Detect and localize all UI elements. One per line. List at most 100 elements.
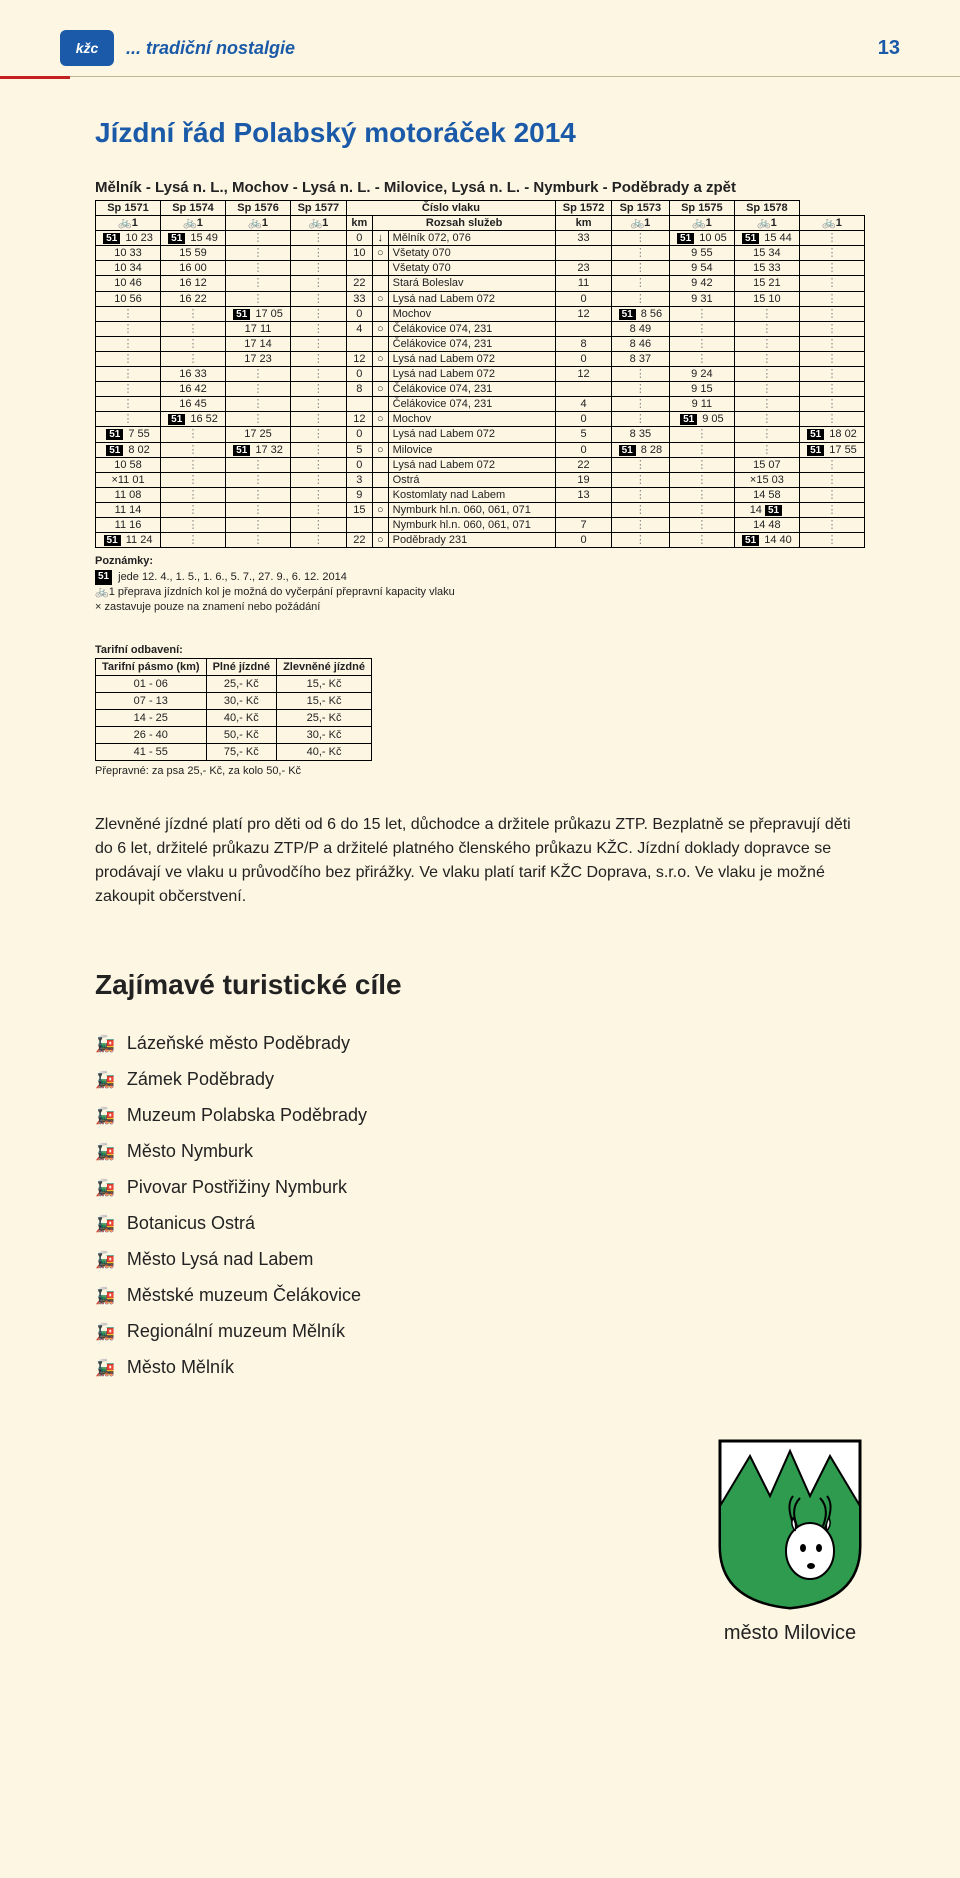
time-cell: 14 48 xyxy=(734,517,799,532)
time-cell: 51 11 24 xyxy=(96,533,161,548)
timetable-row: 51 11 24⋮⋮⋮22○Poděbrady 2310⋮⋮51 14 40⋮ xyxy=(96,533,865,548)
km-header: km xyxy=(346,216,372,231)
time-cell: ⋮ xyxy=(734,367,799,382)
km-cell: 0 xyxy=(346,427,372,442)
time-cell: 16 45 xyxy=(161,397,226,412)
timetable-row: 11 08⋮⋮⋮9Kostomlaty nad Labem13⋮⋮14 58⋮ xyxy=(96,487,865,502)
time-cell: ⋮ xyxy=(799,261,864,276)
time-cell: 9 54 xyxy=(669,261,734,276)
symbol-cell xyxy=(372,261,388,276)
station-cell: Nymburk hl.n. 060, 061, 071 xyxy=(388,517,556,532)
symbol-cell: ○ xyxy=(372,382,388,397)
time-cell: ⋮ xyxy=(799,306,864,321)
time-cell: ⋮ xyxy=(291,487,347,502)
train-header: Sp 1571 xyxy=(96,201,161,216)
time-cell: ⋮ xyxy=(226,261,291,276)
time-cell: ⋮ xyxy=(226,412,291,427)
time-cell: ⋮ xyxy=(291,517,347,532)
destinations-heading: Zajímavé turistické cíle xyxy=(95,969,865,1001)
time-cell: ⋮ xyxy=(799,231,864,246)
time-cell: ⋮ xyxy=(226,533,291,548)
km-cell xyxy=(556,321,612,336)
time-cell: ⋮ xyxy=(669,533,734,548)
km-cell: 3 xyxy=(346,472,372,487)
time-cell: 15 59 xyxy=(161,246,226,261)
station-cell: Ostrá xyxy=(388,472,556,487)
page-number: 13 xyxy=(878,37,900,60)
time-cell: ⋮ xyxy=(291,397,347,412)
km-cell: 22 xyxy=(556,457,612,472)
km-cell: 0 xyxy=(556,533,612,548)
km-cell xyxy=(556,382,612,397)
time-cell: ⋮ xyxy=(291,351,347,366)
train-header: Sp 1572 xyxy=(556,201,612,216)
timetable-row: 10 4616 12⋮⋮22Stará Boleslav11⋮9 4215 21… xyxy=(96,276,865,291)
train-header: Sp 1578 xyxy=(734,201,799,216)
time-cell: ⋮ xyxy=(96,397,161,412)
symbol-cell xyxy=(372,472,388,487)
time-cell: 8 46 xyxy=(611,336,669,351)
time-cell: 15 10 xyxy=(734,291,799,306)
time-cell: ⋮ xyxy=(669,502,734,517)
km-cell: 19 xyxy=(556,472,612,487)
station-cell: Mělník 072, 076 xyxy=(388,231,556,246)
time-cell: 16 42 xyxy=(161,382,226,397)
time-cell: ⋮ xyxy=(611,487,669,502)
station-cell: Mochov xyxy=(388,306,556,321)
destination-item: Botanicus Ostrá xyxy=(95,1205,865,1241)
bike-icon: 🚲1 xyxy=(291,216,347,231)
time-cell: ⋮ xyxy=(226,517,291,532)
station-cell: Milovice xyxy=(388,442,556,457)
time-cell: 17 23 xyxy=(226,351,291,366)
fare-block: Tarifní odbavení: Tarifní pásmo (km) Pln… xyxy=(95,644,865,777)
time-cell: ⋮ xyxy=(734,321,799,336)
km-cell: 10 xyxy=(346,246,372,261)
symbol-cell xyxy=(372,397,388,412)
km-cell: 0 xyxy=(556,291,612,306)
time-cell: 51 8 28 xyxy=(611,442,669,457)
bike-icon: 🚲1 xyxy=(161,216,226,231)
destination-item: Pivovar Postřižiny Nymburk xyxy=(95,1169,865,1205)
time-cell: ⋮ xyxy=(291,442,347,457)
timetable: Sp 1571 Sp 1574 Sp 1576 Sp 1577 Číslo vl… xyxy=(95,200,865,548)
station-cell: Čelákovice 074, 231 xyxy=(388,382,556,397)
km-cell: 11 xyxy=(556,276,612,291)
km-cell: 4 xyxy=(346,321,372,336)
station-cell: Stará Boleslav xyxy=(388,276,556,291)
time-cell: 51 17 32 xyxy=(226,442,291,457)
station-cell: Mochov xyxy=(388,412,556,427)
km-cell: 4 xyxy=(556,397,612,412)
time-cell: ⋮ xyxy=(669,442,734,457)
time-cell: 51 17 55 xyxy=(799,442,864,457)
time-cell: ⋮ xyxy=(291,336,347,351)
time-cell: ⋮ xyxy=(799,321,864,336)
time-cell: ⋮ xyxy=(669,336,734,351)
time-cell: ⋮ xyxy=(799,412,864,427)
info-paragraph: Zlevněné jízdné platí pro děti od 6 do 1… xyxy=(95,813,865,909)
timetable-row: ⋮16 33⋮⋮0Lysá nad Labem 07212⋮9 24⋮⋮ xyxy=(96,367,865,382)
time-cell: 15 34 xyxy=(734,246,799,261)
header-bar: kžc ... tradiční nostalgie 13 xyxy=(0,0,960,77)
km-cell: 12 xyxy=(346,412,372,427)
station-cell: Čelákovice 074, 231 xyxy=(388,336,556,351)
bike-icon: 🚲1 xyxy=(226,216,291,231)
station-cell: Lysá nad Labem 072 xyxy=(388,457,556,472)
symbol-cell: ↓ xyxy=(372,231,388,246)
time-cell: ⋮ xyxy=(669,472,734,487)
fare-cell: 01 - 06 xyxy=(96,675,207,692)
time-cell: 51 8 02 xyxy=(96,442,161,457)
time-cell: 51 16 52 xyxy=(161,412,226,427)
station-cell: Lysá nad Labem 072 xyxy=(388,367,556,382)
fare-title: Tarifní odbavení: xyxy=(95,644,865,656)
time-cell: ⋮ xyxy=(161,472,226,487)
train-header-center: Číslo vlaku xyxy=(346,201,555,216)
timetable-row: ⋮16 45⋮⋮Čelákovice 074, 2314⋮9 11⋮⋮ xyxy=(96,397,865,412)
bike-icon: 🚲1 xyxy=(734,216,799,231)
crest-label: město Milovice xyxy=(715,1622,865,1645)
station-cell: Všetaty 070 xyxy=(388,261,556,276)
time-cell: ⋮ xyxy=(611,276,669,291)
symbol-cell xyxy=(372,457,388,472)
time-cell: ⋮ xyxy=(734,306,799,321)
km-cell xyxy=(346,517,372,532)
time-cell: ⋮ xyxy=(799,276,864,291)
